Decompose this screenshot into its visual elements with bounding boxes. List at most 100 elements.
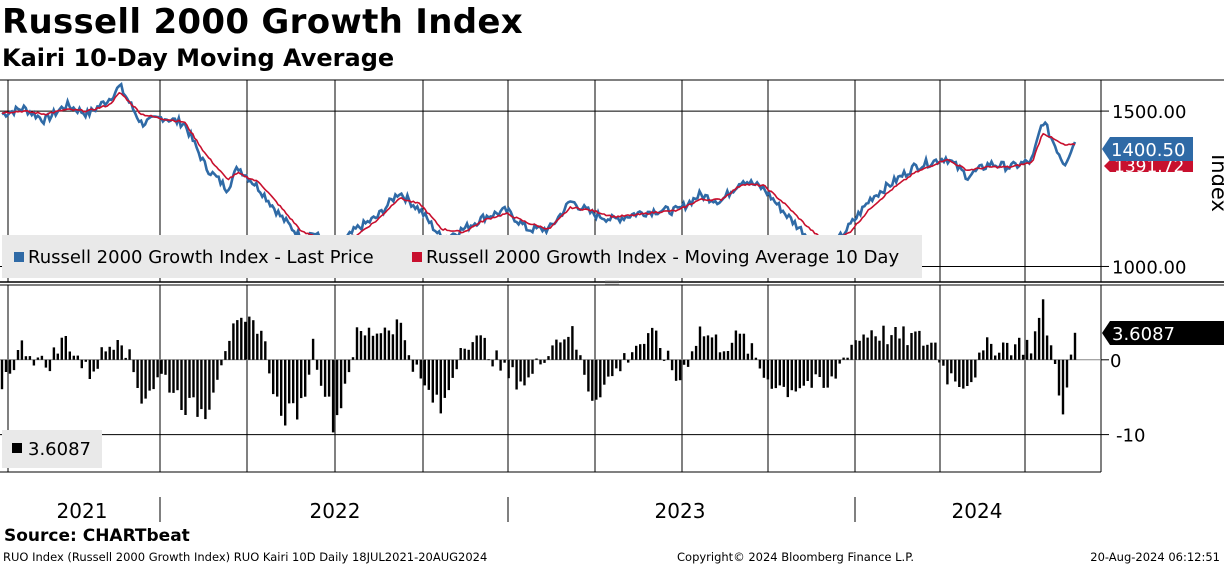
kairi-bar bbox=[583, 359, 586, 375]
kairi-bar bbox=[595, 359, 598, 400]
kairi-bar bbox=[914, 331, 917, 360]
kairi-bar bbox=[100, 347, 103, 360]
kairi-bar bbox=[946, 359, 949, 385]
kairi-bar bbox=[160, 359, 163, 374]
kairi-bar bbox=[766, 359, 770, 380]
kairi-bar bbox=[798, 359, 801, 389]
legend-label-kairi: 3.6087 bbox=[28, 439, 91, 460]
kairi-value-flag bbox=[1102, 321, 1224, 345]
kairi-bar bbox=[379, 333, 383, 360]
kairi-bar bbox=[419, 359, 422, 379]
kairi-bar bbox=[359, 331, 363, 360]
kairi-bar bbox=[387, 330, 391, 360]
kairi-bar bbox=[643, 343, 646, 360]
kairi-bar bbox=[343, 359, 347, 384]
kairi-bar bbox=[152, 359, 155, 390]
kairi-bar bbox=[1010, 355, 1013, 360]
x-tick-label-year: 2022 bbox=[310, 499, 361, 523]
kairi-bar bbox=[611, 359, 614, 377]
kairi-bar bbox=[439, 359, 442, 414]
kairi-bar bbox=[543, 359, 546, 363]
kairi-bar bbox=[451, 359, 454, 378]
kairi-bar bbox=[280, 359, 283, 416]
kairi-bar bbox=[491, 359, 494, 367]
kairi-bar bbox=[4, 359, 8, 372]
timestamp: 20-Aug-2024 06:12:51 bbox=[1090, 550, 1220, 564]
kairi-bar bbox=[212, 359, 215, 393]
copyright-notice: Copyright© 2024 Bloomberg Finance L.P. bbox=[677, 550, 914, 564]
kairi-bar bbox=[978, 352, 981, 360]
kairi-bar bbox=[455, 359, 458, 370]
kairi-bar bbox=[734, 330, 738, 360]
kairi-bar bbox=[966, 359, 969, 386]
kairi-bar bbox=[144, 359, 147, 399]
kairi-bar bbox=[232, 323, 235, 360]
kairi-bar bbox=[1025, 339, 1029, 360]
kairi-bar bbox=[339, 359, 343, 409]
price-value-label: 1400.50 bbox=[1111, 140, 1185, 161]
kairi-bar bbox=[694, 345, 698, 360]
kairi-bar bbox=[627, 359, 630, 363]
kairi-bar bbox=[319, 359, 323, 386]
kairi-bar bbox=[168, 359, 171, 393]
kairi-bar bbox=[244, 321, 247, 360]
kairi-bar bbox=[128, 349, 131, 360]
kairi-bar bbox=[806, 359, 809, 381]
kairi-bar bbox=[698, 326, 702, 360]
kairi-bar bbox=[758, 359, 762, 369]
legend-swatch-price bbox=[14, 252, 24, 262]
kairi-bar bbox=[623, 353, 626, 360]
kairi-bar bbox=[1069, 354, 1073, 360]
kairi-bar bbox=[690, 351, 694, 360]
kairi-bar bbox=[659, 348, 662, 360]
kairi-bar bbox=[24, 356, 28, 360]
kairi-bar bbox=[395, 319, 399, 360]
kairi-bar bbox=[519, 359, 522, 382]
kairi-bar bbox=[252, 320, 255, 360]
kairi-bar bbox=[112, 349, 115, 360]
kairi-bar bbox=[92, 359, 95, 372]
kairi-bar bbox=[136, 359, 139, 388]
kairi-bar bbox=[986, 337, 989, 360]
kairi-value-label: 3.6087 bbox=[1112, 324, 1175, 345]
kairi-bar bbox=[176, 359, 179, 391]
kairi-bar bbox=[256, 333, 259, 360]
kairi-bar bbox=[459, 348, 462, 360]
kairi-bar bbox=[607, 359, 610, 377]
kairi-bar bbox=[56, 353, 59, 360]
moving-average-line bbox=[1, 91, 1076, 246]
x-axis: 2021 2022 2023 2024 bbox=[57, 497, 1002, 523]
kairi-bar bbox=[762, 359, 766, 378]
kairi-bar bbox=[1006, 342, 1009, 360]
kairi-bar bbox=[1014, 344, 1017, 360]
kairi-bar bbox=[220, 359, 223, 366]
kairi-bar bbox=[164, 359, 167, 375]
kairi-bar bbox=[248, 316, 251, 360]
kairi-bar bbox=[236, 320, 239, 360]
kairi-bar bbox=[1061, 359, 1065, 415]
kairi-bar bbox=[962, 359, 965, 389]
legend-swatch-kairi bbox=[12, 443, 22, 453]
security-description: RUO Index (Russell 2000 Growth Index) RU… bbox=[3, 550, 488, 564]
kairi-bar bbox=[180, 359, 183, 410]
kairi-bar bbox=[706, 335, 710, 360]
kairi-bar bbox=[531, 359, 534, 374]
kairi-bar bbox=[284, 359, 287, 426]
kairi-bar bbox=[890, 335, 893, 360]
kairi-bar bbox=[818, 359, 821, 377]
kairi-bar bbox=[435, 359, 438, 395]
kairi-bar bbox=[551, 345, 554, 360]
kairi-bar bbox=[383, 327, 387, 360]
kairi-bar bbox=[563, 339, 566, 360]
kairi-bar bbox=[918, 330, 921, 360]
kairi-bar bbox=[746, 353, 750, 360]
kairi-bar bbox=[666, 350, 670, 360]
kairi-bar bbox=[547, 356, 550, 360]
kairi-bar bbox=[846, 357, 849, 360]
kairi-bar bbox=[647, 333, 650, 360]
kairi-bar bbox=[738, 333, 742, 360]
kairi-bar bbox=[463, 348, 466, 360]
kairi-bar bbox=[84, 359, 87, 362]
kairi-bar bbox=[156, 359, 159, 378]
